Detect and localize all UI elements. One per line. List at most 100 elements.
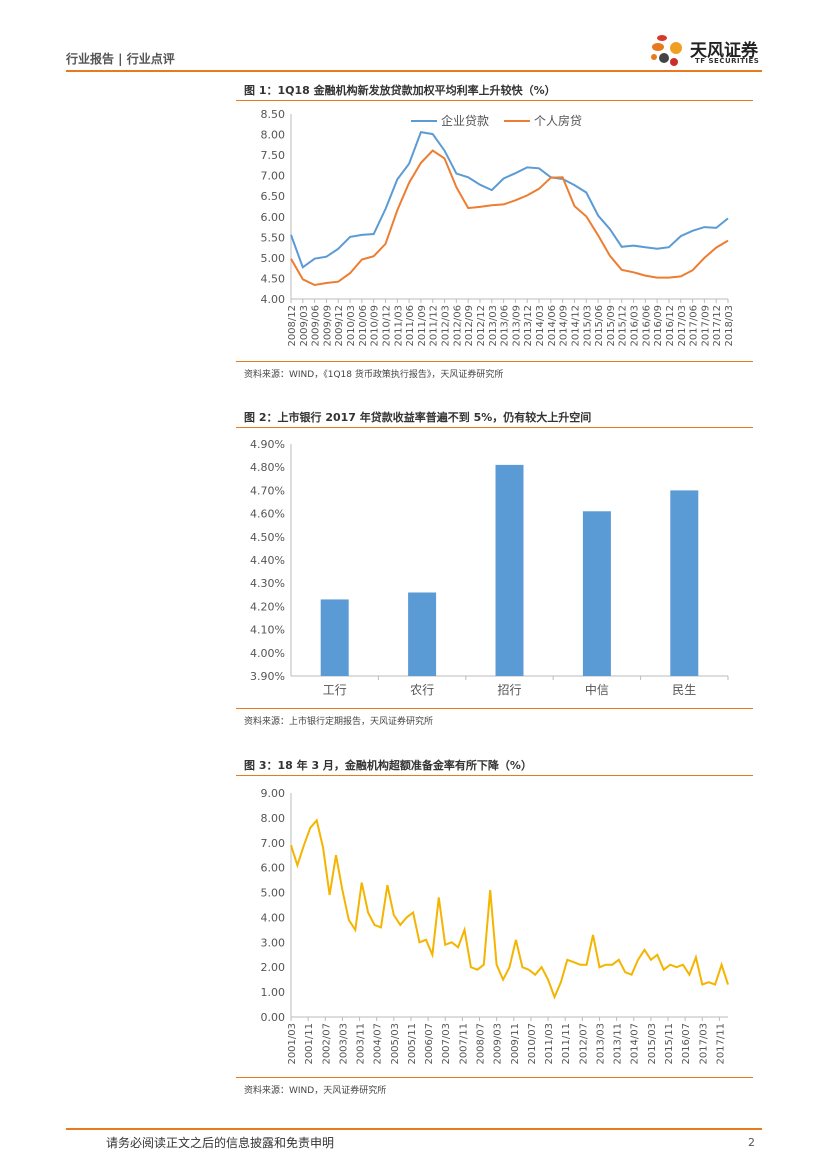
chart3-y-tick-label: 4.00 [261,911,286,924]
chart2-y-tick-label: 4.90% [250,438,285,451]
chart2-bar [495,464,524,676]
chart3-x-tick-label: 2004/07 [373,1023,384,1065]
figure-1-source: 资料来源：WIND，《1Q18 货币政策执行报告》，天风证券研究所 [244,370,504,380]
chart2-y-tick-label: 4.70% [250,484,285,497]
chart1-y-tick-label: 6.00 [261,211,286,224]
chart3-y-tick-label: 0.00 [261,1011,286,1024]
chart2-y-tick-label: 4.80% [250,461,285,474]
chart1-x-tick-label: 2012/12 [476,305,487,347]
chart1-legend-label: 个人房贷 [534,113,582,128]
chart1-y-tick-label: 8.00 [261,129,286,142]
chart3-x-tick-label: 2003/11 [356,1023,367,1065]
chart1-x-tick-label: 2011/09 [417,305,428,347]
figure-1-chart: 8.50 8.00 7.50 7.00 6.50 6.00 5.50 5.00 4.50 4.00… [261,108,736,347]
chart3-x-tick-label: 2003/03 [338,1023,349,1065]
chart2-bar [408,592,437,676]
chart3-x-tick-label: 2006/07 [424,1023,435,1065]
chart2-y-tick-label: 4.00% [250,647,285,660]
chart1-x-tick-label: 2016/09 [653,305,664,347]
figure-1-title: 图 1：1Q18 金融机构新发放贷款加权平均利率上升较快（%） [244,84,556,97]
chart1-y-tick-label: 5.50 [261,231,286,244]
chart1-series-line-1 [290,130,729,269]
chart1-x-tick-label: 2015/03 [582,305,593,347]
chart3-y-tick-label: 9.00 [261,787,286,800]
chart3-x-tick-label: 2010/07 [527,1023,538,1065]
chart1-x-tick-label: 2010/03 [346,305,357,347]
chart1-x-tick-label: 2013/06 [500,305,511,347]
chart1-x-tick-label: 2017/06 [689,305,700,347]
figure-2-top-rule [236,427,753,428]
brand-logo-icon [651,35,682,66]
figure-3-title: 图 3：18 年 3 月，金融机构超额准备金率有所下降（%） [244,759,532,772]
chart1-y-tick-label: 7.00 [261,170,286,183]
chart1-y-tick-label: 4.00 [261,293,286,306]
chart1-x-tick-label: 2010/12 [381,305,392,347]
chart3-y-tick-label: 6.00 [261,862,286,875]
chart2-y-tick-label: 4.50% [250,531,285,544]
chart3-y-tick-label: 8.00 [261,812,286,825]
footer-disclaimer: 请务必阅读正文之后的信息披露和免责申明 [106,1136,335,1150]
chart1-x-tick-label: 2009/03 [299,305,310,347]
chart3-x-tick-label: 2009/03 [493,1023,504,1065]
chart2-x-tick-label: 民生 [672,683,696,697]
chart1-x-tick-label: 2014/09 [559,305,570,347]
chart2-x-tick-label: 农行 [410,683,434,697]
chart1-x-tick-label: 2014/12 [570,305,581,347]
chart1-x-tick-label: 2013/09 [511,305,522,347]
chart2-y-tick-label: 4.30% [250,577,285,590]
chart1-y-tick-label: 5.00 [261,252,286,265]
figure-2-chart: 4.90% 4.80% 4.70% 4.60% 4.50% 4.40% 4.30% 4.20%… [250,438,729,697]
figure-2-title: 图 2：上市银行 2017 年贷款收益率普遍不到 5%，仍有较大上升空间 [244,411,592,424]
chart1-x-tick-label: 2012/09 [464,305,475,347]
chart1-x-tick-label: 2014/06 [547,305,558,347]
chart1-x-tick-label: 2016/03 [630,305,641,347]
chart3-series-line [290,818,729,1000]
figure-2-source: 资料来源：上市银行定期报告，天风证券研究所 [244,717,434,727]
chart3-y-tick-label: 1.00 [261,986,286,999]
chart3-x-tick-label: 2012/07 [578,1023,589,1065]
chart3-x-tick-label: 2001/11 [304,1023,315,1065]
chart3-x-tick-label: 2002/07 [321,1023,332,1065]
chart2-bar [582,511,611,676]
chart1-x-tick-label: 2016/06 [641,305,652,347]
figure-3-chart: 9.00 8.00 7.00 6.00 5.00 4.00 3.00 2.00 1.00 0.00… [261,787,729,1065]
chart2-y-tick-label: 4.40% [250,554,285,567]
chart1-legend-label: 企业贷款 [441,113,489,128]
figure-3-top-rule [236,775,753,776]
chart3-x-tick-label: 2005/11 [407,1023,418,1065]
chart1-x-tick-label: 2014/03 [535,305,546,347]
figure-1-top-rule [236,100,753,101]
chart1-x-tick-label: 2017/03 [677,305,688,347]
chart3-y-tick-label: 5.00 [261,887,286,900]
chart1-x-tick-label: 2017/12 [712,305,723,347]
chart3-y-tick-label: 7.00 [261,837,286,850]
page-number: 2 [748,1136,755,1149]
chart1-x-tick-label: 2009/12 [334,305,345,347]
chart1-y-tick-label: 4.50 [261,272,286,285]
brand-name: 天风证券 [690,41,758,61]
chart1-x-tick-label: 2015/12 [618,305,629,347]
chart1-y-tick-label: 6.50 [261,190,286,203]
chart3-x-tick-label: 2015/03 [647,1023,658,1065]
chart3-x-tick-label: 2017/03 [698,1023,709,1065]
chart3-x-tick-label: 2013/11 [613,1023,624,1065]
chart3-x-tick-label: 2011/11 [561,1023,572,1065]
chart1-x-tick-label: 2011/06 [405,305,416,347]
chart3-x-tick-label: 2007/11 [458,1023,469,1065]
chart3-x-tick-label: 2014/07 [630,1023,641,1065]
chart2-x-tick-label: 招行 [497,683,521,697]
chart1-y-tick-label: 8.50 [261,108,286,121]
chart1-y-tick-label: 7.50 [261,149,286,162]
chart3-x-tick-label: 2013/03 [595,1023,606,1065]
chart3-x-tick-label: 2007/03 [441,1023,452,1065]
chart2-bar [320,599,349,676]
chart3-x-tick-label: 2001/03 [287,1023,298,1065]
figure-3-source: 资料来源：WIND，天风证券研究所 [244,1086,387,1096]
chart1-x-tick-label: 2015/09 [606,305,617,347]
chart2-x-tick-label: 工行 [323,683,347,697]
figure-1-bottom-rule [236,361,753,362]
chart3-x-tick-label: 2017/11 [715,1023,726,1065]
chart3-x-tick-label: 2016/07 [681,1023,692,1065]
footer-rule [66,1128,762,1130]
chart1-x-tick-label: 2009/09 [322,305,333,347]
